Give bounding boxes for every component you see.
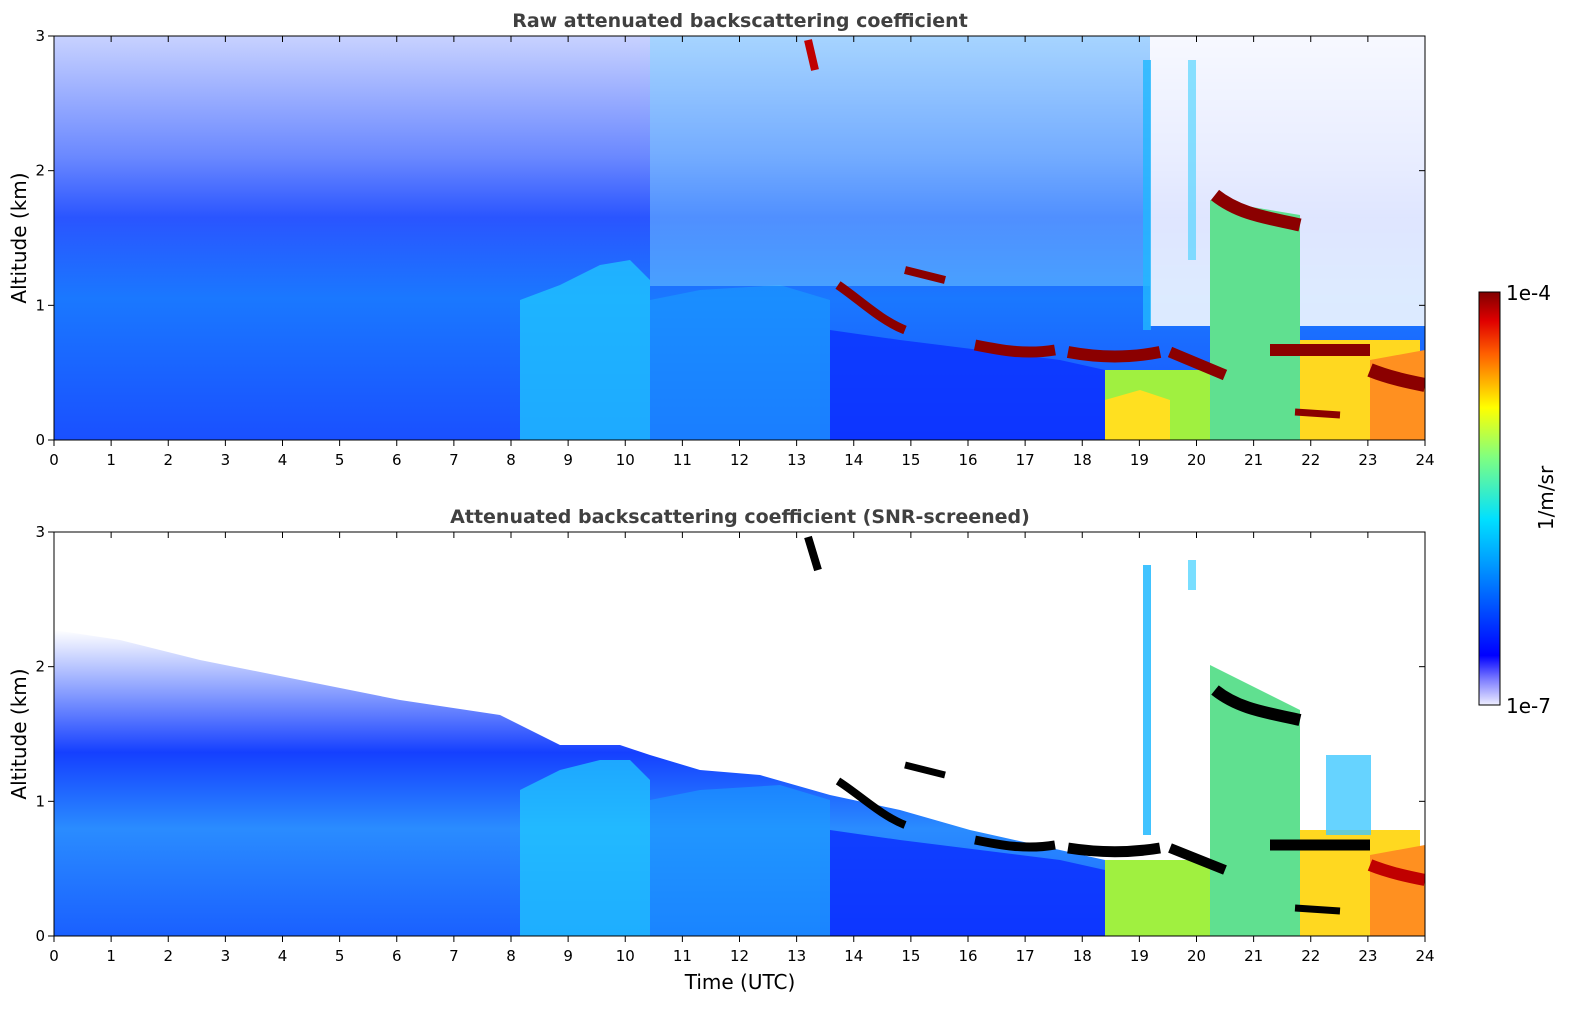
x-tick-label: 8 xyxy=(506,947,516,965)
x-tick-label: 17 xyxy=(1016,947,1035,965)
x-tick-label: 17 xyxy=(1016,451,1035,469)
bottom-y-axis: 0 1 2 3 xyxy=(35,523,1425,945)
y-tick-label: 2 xyxy=(35,658,45,676)
x-tick-label: 5 xyxy=(335,451,345,469)
bottom-x-axis-label: Time (UTC) xyxy=(684,970,796,994)
y-tick-label: 0 xyxy=(35,927,45,945)
x-tick-label: 3 xyxy=(221,451,231,469)
x-tick-label: 0 xyxy=(49,451,59,469)
x-tick-label: 21 xyxy=(1244,947,1263,965)
top-x-axis: 0 1 2 3 4 5 6 7 8 9 10 11 12 13 14 15 16 17 18 19 20 21 22 23 24 xyxy=(49,36,1435,469)
x-tick-label: 22 xyxy=(1301,947,1320,965)
x-tick-label: 7 xyxy=(449,947,459,965)
y-tick-label: 3 xyxy=(35,27,45,45)
colorbar-gradient xyxy=(1478,291,1501,706)
x-tick-label: 2 xyxy=(163,947,173,965)
x-tick-label: 7 xyxy=(449,451,459,469)
x-tick-label: 22 xyxy=(1301,451,1320,469)
x-tick-label: 8 xyxy=(506,451,516,469)
x-tick-label: 13 xyxy=(787,947,806,965)
bottom-y-axis-label: Altitude (km) xyxy=(7,668,31,799)
x-tick-label: 1 xyxy=(106,947,116,965)
top-y-axis: 0 1 2 3 xyxy=(35,27,1425,449)
bottom-cloud-layer xyxy=(804,535,1425,915)
x-tick-label: 19 xyxy=(1130,947,1149,965)
x-tick-label: 10 xyxy=(616,947,635,965)
x-tick-label: 3 xyxy=(221,947,231,965)
x-tick-label: 12 xyxy=(730,947,749,965)
x-tick-label: 15 xyxy=(901,947,920,965)
x-tick-label: 12 xyxy=(730,451,749,469)
x-tick-label: 9 xyxy=(563,451,573,469)
y-tick-label: 1 xyxy=(35,792,45,810)
x-tick-label: 11 xyxy=(673,451,692,469)
x-tick-label: 5 xyxy=(335,947,345,965)
x-tick-label: 23 xyxy=(1358,947,1377,965)
x-tick-label: 21 xyxy=(1244,451,1263,469)
y-tick-label: 1 xyxy=(35,296,45,314)
x-tick-label: 18 xyxy=(1073,947,1092,965)
x-tick-label: 2 xyxy=(163,451,173,469)
x-tick-label: 1 xyxy=(106,451,116,469)
x-tick-label: 14 xyxy=(844,451,863,469)
x-tick-label: 20 xyxy=(1187,947,1206,965)
y-tick-label: 2 xyxy=(35,162,45,180)
colorbar: 1e-4 1e-7 1/m/sr xyxy=(1478,281,1558,718)
x-tick-label: 20 xyxy=(1187,451,1206,469)
colorbar-max-label: 1e-4 xyxy=(1506,281,1551,305)
y-tick-label: 0 xyxy=(35,431,45,449)
x-tick-label: 11 xyxy=(673,947,692,965)
x-tick-label: 6 xyxy=(392,451,402,469)
x-tick-label: 0 xyxy=(49,947,59,965)
x-tick-label: 16 xyxy=(958,947,977,965)
x-tick-label: 6 xyxy=(392,947,402,965)
y-tick-label: 3 xyxy=(35,523,45,541)
colorbar-min-label: 1e-7 xyxy=(1506,694,1551,718)
bottom-heatmap xyxy=(54,532,1425,936)
top-panel-title: Raw attenuated backscattering coefficien… xyxy=(512,10,968,32)
top-heatmap xyxy=(54,36,1425,440)
top-y-axis-label: Altitude (km) xyxy=(7,172,31,303)
x-tick-label: 15 xyxy=(901,451,920,469)
x-tick-label: 4 xyxy=(278,451,288,469)
x-tick-label: 10 xyxy=(616,451,635,469)
x-tick-label: 9 xyxy=(563,947,573,965)
x-tick-label: 19 xyxy=(1130,451,1149,469)
x-tick-label: 18 xyxy=(1073,451,1092,469)
x-tick-label: 13 xyxy=(787,451,806,469)
top-cloud-layer xyxy=(804,39,1425,419)
x-tick-label: 24 xyxy=(1415,451,1434,469)
x-tick-label: 14 xyxy=(844,947,863,965)
x-tick-label: 24 xyxy=(1415,947,1434,965)
colorbar-unit-label: 1/m/sr xyxy=(1534,465,1558,530)
bottom-x-axis: 0 1 2 3 4 5 6 7 8 9 10 11 12 13 14 15 16 17 18 19 20 21 22 23 24 xyxy=(49,532,1435,965)
bottom-panel-title: Attenuated backscattering coefficient (S… xyxy=(450,506,1030,528)
x-tick-label: 16 xyxy=(958,451,977,469)
x-tick-label: 4 xyxy=(278,947,288,965)
x-tick-label: 23 xyxy=(1358,451,1377,469)
